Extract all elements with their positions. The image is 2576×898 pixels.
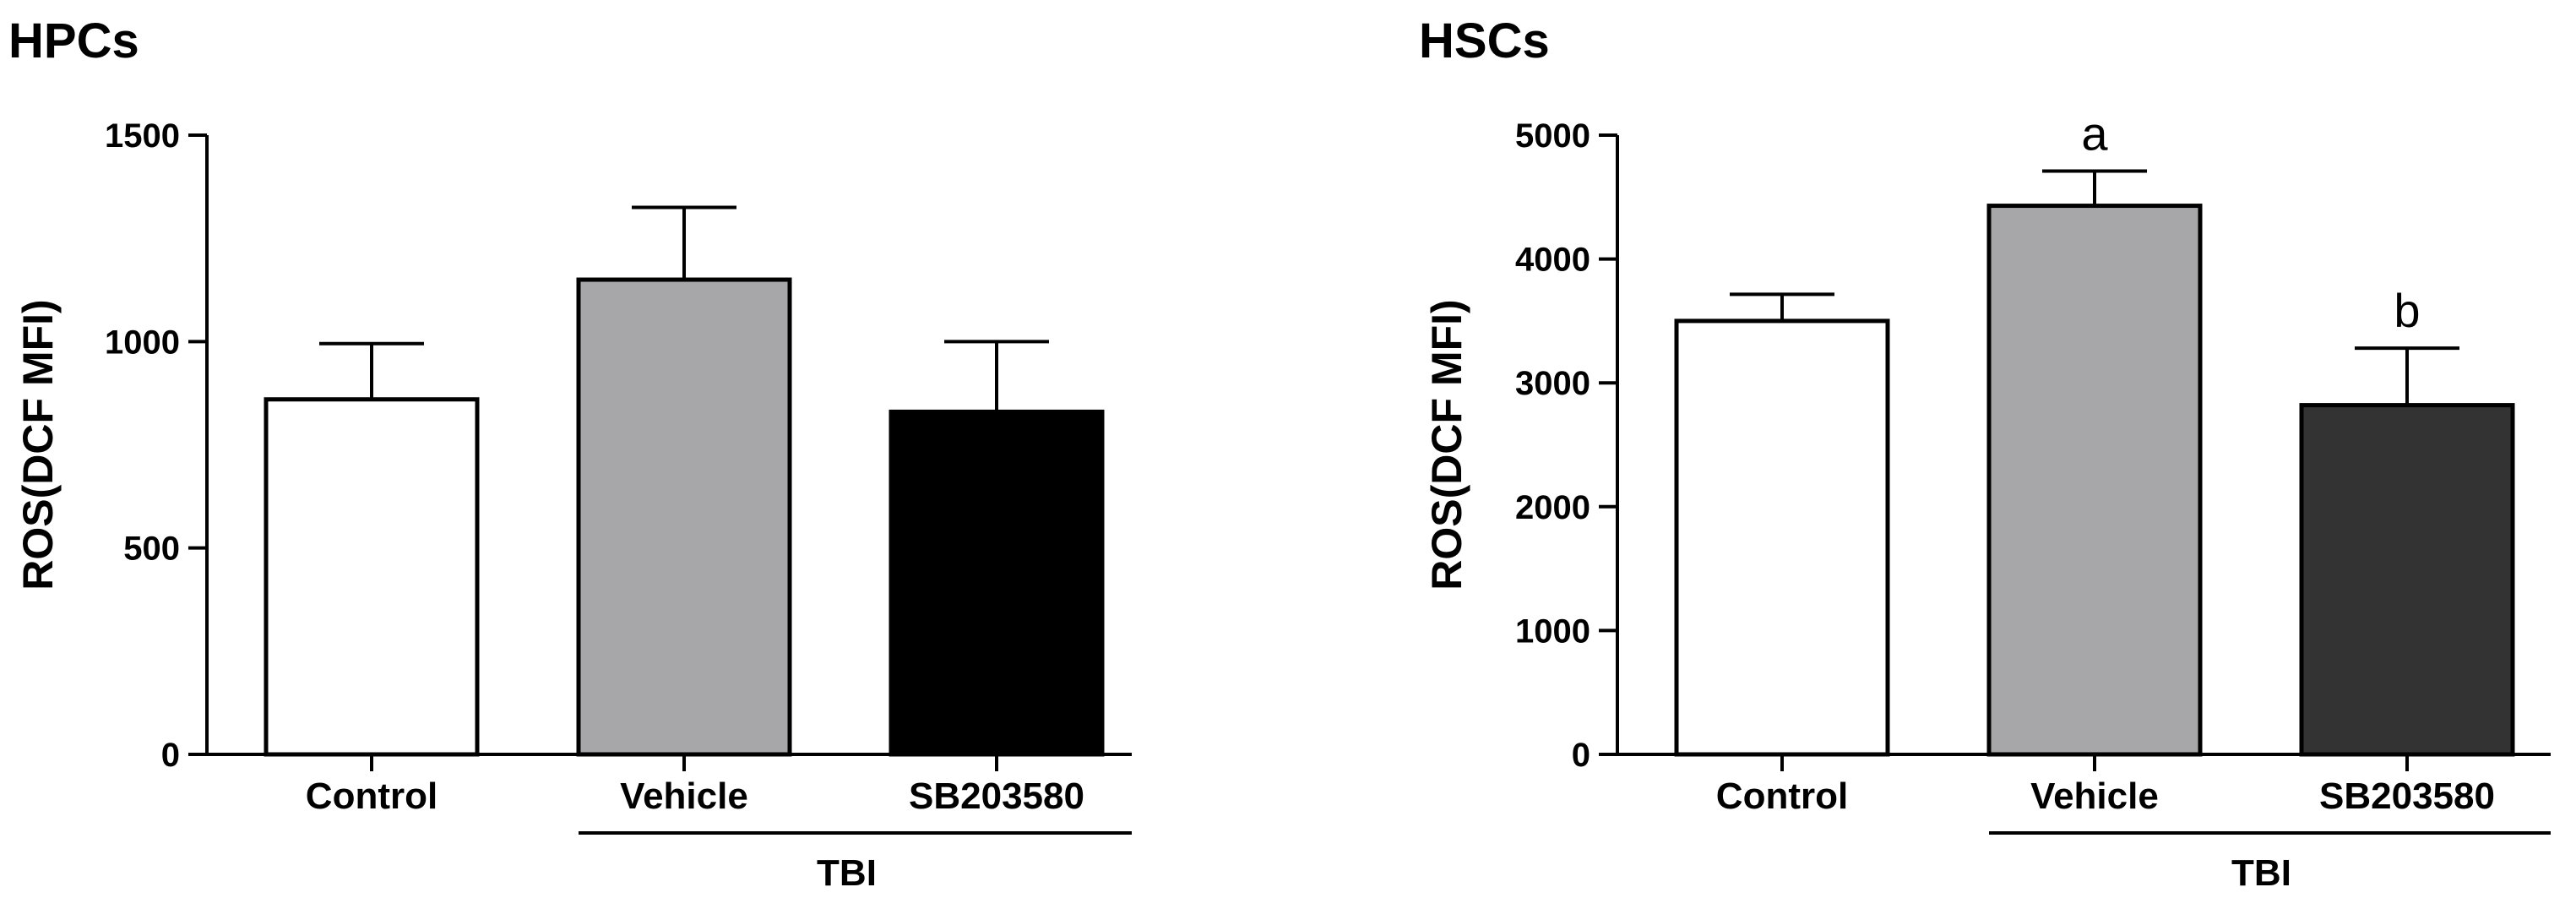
x-tick-label: Vehicle — [620, 776, 748, 817]
x-tick-label: Control — [1716, 776, 1848, 817]
significance-label: b — [2394, 284, 2420, 337]
y-axis-title: ROS(DCF MFI) — [14, 299, 62, 590]
group-label: TBI — [817, 852, 877, 894]
y-tick-label: 5000 — [1515, 117, 1590, 155]
chart-hpcs: HPCs ROS(DCF MFI) 0 500 1000 1500 Control Vehic… — [8, 14, 1132, 894]
bar-sb203580 — [889, 409, 1105, 757]
y-tick-label: 0 — [1572, 737, 1590, 774]
x-tick-label: SB203580 — [909, 776, 1084, 817]
y-tick-label: 1000 — [1515, 612, 1590, 650]
y-tick-label: 3000 — [1515, 365, 1590, 402]
bar-vehicle — [1986, 204, 2203, 757]
y-tick-label: 1000 — [105, 324, 180, 361]
x-tick-label: Vehicle — [2030, 776, 2159, 817]
y-tick-label: 2000 — [1515, 489, 1590, 526]
bar-sb203580 — [2299, 403, 2515, 757]
y-tick-label: 500 — [123, 531, 180, 568]
bar-control — [1674, 318, 1890, 757]
chart-hscs: HSCs ROS(DCF MFI) 0 1000 2000 3000 4000 5000 Con… — [1419, 14, 2551, 894]
y-tick-label: 4000 — [1515, 242, 1590, 279]
y-axis-title: ROS(DCF MFI) — [1423, 299, 1470, 590]
chart-title: HPCs — [8, 14, 139, 68]
x-tick-label: SB203580 — [2319, 776, 2495, 817]
significance-label: a — [2081, 107, 2108, 161]
bar-control — [264, 397, 480, 757]
bar-vehicle — [576, 277, 792, 757]
y-tick-label: 0 — [161, 737, 180, 774]
group-label: TBI — [2231, 852, 2291, 894]
x-tick-label: Control — [306, 776, 437, 817]
y-tick-label: 1500 — [105, 117, 180, 155]
chart-title: HSCs — [1419, 14, 1550, 68]
